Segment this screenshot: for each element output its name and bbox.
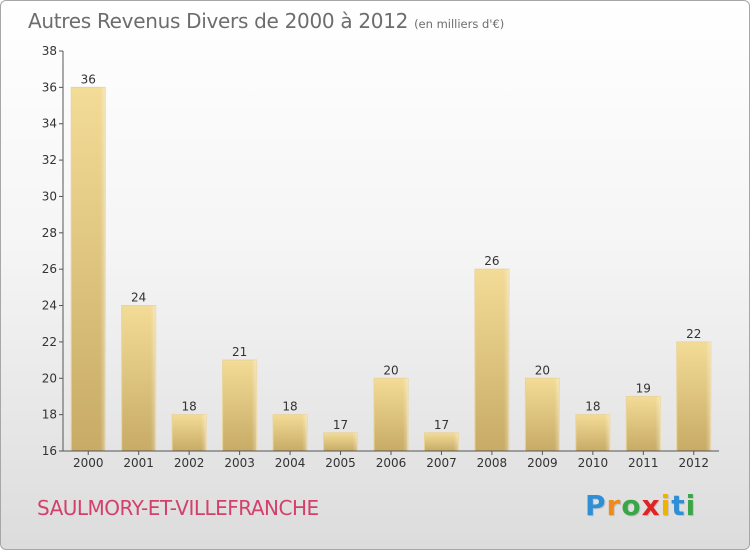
bar-highlight-2009 (525, 378, 560, 451)
data-label-2002: 18 (182, 400, 197, 414)
chart-title: Autres Revenus Divers de 2000 à 2012 (en … (28, 9, 504, 33)
bar-highlight-2010 (575, 414, 610, 451)
bar-highlight-2008 (474, 269, 509, 451)
y-tick-label-30: 30 (42, 189, 57, 203)
x-tick-label-2010: 2010 (578, 456, 609, 470)
x-tick-label-2001: 2001 (123, 456, 154, 470)
proxiti-logo[interactable]: Proxiti (585, 489, 696, 522)
data-label-2010: 18 (585, 400, 600, 414)
y-tick-label-16: 16 (42, 444, 57, 458)
y-tick-label-32: 32 (42, 153, 57, 167)
chart-title-text: Autres Revenus Divers de 2000 à 2012 (28, 9, 409, 33)
y-tick-label-22: 22 (42, 335, 57, 349)
x-tick-label-2009: 2009 (527, 456, 558, 470)
data-label-2006: 20 (383, 363, 398, 377)
y-tick-label-34: 34 (42, 117, 57, 131)
bar-highlight-2004 (273, 414, 308, 451)
x-tick-label-2002: 2002 (174, 456, 205, 470)
bar-highlight-2000 (71, 87, 106, 451)
y-tick-label-24: 24 (42, 299, 57, 313)
y-tick-label-18: 18 (42, 408, 57, 422)
data-label-2012: 22 (686, 327, 701, 341)
data-label-2005: 17 (333, 418, 348, 432)
x-tick-label-2006: 2006 (376, 456, 407, 470)
brand-letter: t (671, 489, 686, 522)
y-tick-label-36: 36 (42, 80, 57, 94)
x-tick-label-2000: 2000 (73, 456, 104, 470)
brand-letter: i (685, 489, 697, 522)
data-label-2003: 21 (232, 345, 247, 359)
data-label-2000: 36 (81, 72, 96, 86)
bar-highlight-2012 (676, 341, 711, 451)
brand-letter: r (606, 489, 622, 522)
data-label-2001: 24 (131, 291, 146, 305)
bars-group: 36 24 18 21 18 17 20 17 26 20 18 19 22 (70, 72, 712, 452)
brand-letter: i (660, 489, 672, 522)
data-label-2011: 19 (636, 381, 651, 395)
bar-highlight-2002 (172, 414, 207, 451)
y-tick-label-20: 20 (42, 371, 57, 385)
y-tick-label-38: 38 (42, 44, 57, 58)
bar-highlight-2011 (626, 396, 661, 451)
x-tick-label-2004: 2004 (275, 456, 306, 470)
brand-letter: o (621, 489, 642, 522)
x-tick-label-2012: 2012 (678, 456, 709, 470)
y-tick-label-28: 28 (42, 226, 57, 240)
chart-subtitle: (en milliers d'€) (414, 17, 505, 31)
x-tick-label-2003: 2003 (224, 456, 255, 470)
x-tick-label-2011: 2011 (628, 456, 659, 470)
brand-letter: x (641, 489, 661, 522)
data-label-2004: 18 (282, 400, 297, 414)
bar-highlight-2007 (424, 432, 459, 451)
axes-group: 2000 2001 2002 2003 2004 2005 2006 2007 2008 2009… (42, 44, 719, 470)
commune-name: SAULMORY-ET-VILLEFRANCHE (37, 496, 319, 520)
data-label-2009: 20 (535, 363, 550, 377)
data-label-2008: 26 (484, 254, 499, 268)
bar-highlight-2005 (323, 432, 358, 451)
bar-highlight-2003 (222, 360, 257, 451)
x-tick-label-2007: 2007 (426, 456, 457, 470)
y-tick-label-26: 26 (42, 262, 57, 276)
data-label-2007: 17 (434, 418, 449, 432)
bar-highlight-2006 (374, 378, 408, 451)
bar-highlight-2001 (121, 305, 156, 451)
x-tick-label-2005: 2005 (325, 456, 356, 470)
brand-letter: P (585, 489, 607, 522)
x-tick-label-2008: 2008 (477, 456, 508, 470)
